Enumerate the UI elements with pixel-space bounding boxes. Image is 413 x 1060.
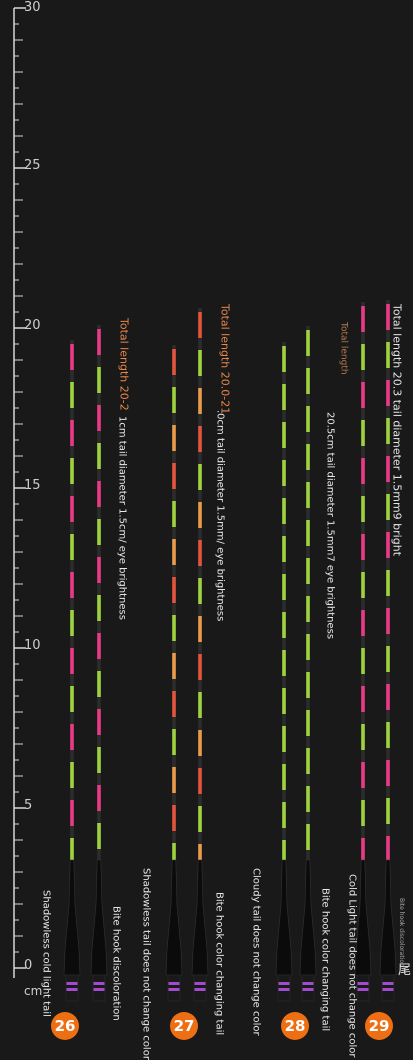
spec-white-28: 20.5cm tail diameter 1.5mm7 eye brightne… [324,412,336,640]
left-label-28: Cloudy tail does not change color [250,868,262,1036]
group-badge-27: 27 [170,1012,198,1040]
ruler-label-5: 5 [24,798,33,813]
ruler-label-15: 15 [24,478,41,493]
ruler-label-30: 30 [24,0,41,15]
float-8 [379,300,397,1002]
spec-white-26: 1cm tail diameter 1.5cm/ eye brightness [116,416,128,620]
float-5 [275,342,293,1002]
group-badge-28: 28 [281,1012,309,1040]
left-label-26: Shadowless cold light tail [40,890,52,1017]
float-3 [165,345,183,1002]
float-7 [354,302,372,1002]
right-label-28: Bite hook color changing tail [319,888,331,1032]
group-badge-29: 29 [365,1012,393,1040]
spec-white-27: .0cm tail diameter 1.5mm/ eye brightness [214,410,226,622]
ruler-unit: cm [24,984,43,998]
float-4 [191,308,209,1002]
right-label-27: Bite hook color changing tail [213,892,225,1036]
ruler [13,7,26,978]
ruler-label-0: 0 [24,958,33,973]
group-badge-26: 26 [51,1012,79,1040]
right-label-26: Bite hook discoloration [110,906,122,1021]
spec-orange-26: Total length 20-2 [117,318,131,411]
tail-char-29: 尾 [398,963,412,978]
ruler-label-25: 25 [24,158,41,173]
float-2 [90,325,108,1002]
left-label-29: Cold Light tail does not change color [346,874,358,1058]
ruler-label-20: 20 [24,318,41,333]
right-label-29: Bite hook discoloration [397,898,405,967]
spec-orange-28: Total length [338,322,349,375]
left-label-27: Shadowless tail does not change color [140,868,152,1060]
spec-orange-27: Total length 20.0-21 [218,304,232,415]
spec-white-29: Total length 20.3 tail diameter 1.5mm9 b… [390,304,404,557]
ruler-label-10: 10 [24,638,41,653]
float-6 [299,326,317,1002]
float-1 [63,340,81,1002]
